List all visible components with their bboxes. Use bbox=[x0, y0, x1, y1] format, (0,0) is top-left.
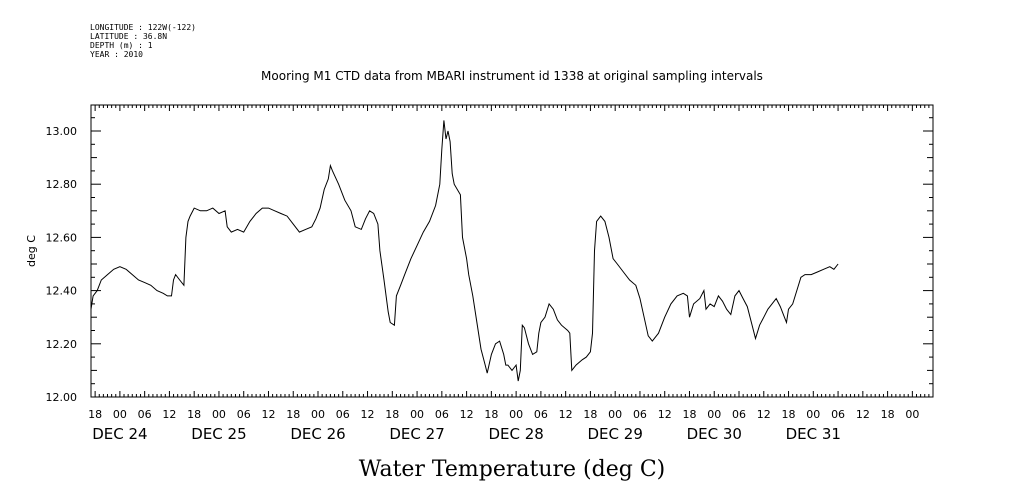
x-tick-label: 12 bbox=[162, 408, 176, 421]
y-tick-label: 12.00 bbox=[46, 391, 78, 404]
year-label: YEAR : 2010 bbox=[90, 50, 143, 59]
x-tick-label: 00 bbox=[707, 408, 721, 421]
x-tick-label: 12 bbox=[856, 408, 870, 421]
x-tick-label: 18 bbox=[286, 408, 300, 421]
x-tick-label: 06 bbox=[633, 408, 647, 421]
y-axis-label: deg C bbox=[25, 235, 38, 267]
day-label: DEC 24 bbox=[92, 425, 147, 443]
y-tick-labels: 12.00 12.20 12.40 12.60 12.80 13.00 bbox=[46, 125, 78, 404]
y-tick-label: 12.80 bbox=[46, 178, 78, 191]
x-tick-label: 06 bbox=[534, 408, 548, 421]
chart-metadata: LONGITUDE : 122W(-122) LATITUDE : 36.8N … bbox=[90, 23, 196, 59]
x-tick-label: 00 bbox=[311, 408, 325, 421]
x-tick-label: 00 bbox=[212, 408, 226, 421]
y-tick-label: 13.00 bbox=[46, 125, 78, 138]
day-label: DEC 28 bbox=[488, 425, 543, 443]
plot-frame bbox=[90, 104, 934, 398]
latitude-label: LATITUDE : 36.8N bbox=[90, 32, 167, 41]
x-tick-label: 06 bbox=[336, 408, 350, 421]
x-tick-label: 06 bbox=[435, 408, 449, 421]
x-tick-label: 00 bbox=[113, 408, 127, 421]
x-tick-label: 12 bbox=[460, 408, 474, 421]
y-tick-label: 12.60 bbox=[46, 231, 78, 244]
x-tick-label: 18 bbox=[583, 408, 597, 421]
x-tick-label: 12 bbox=[361, 408, 375, 421]
x-axis-label: Water Temperature (deg C) bbox=[359, 457, 666, 482]
day-labels: DEC 24 DEC 25 DEC 26 DEC 27 DEC 28 DEC 29 DEC … bbox=[92, 425, 841, 443]
longitude-label: LONGITUDE : 122W(-122) bbox=[90, 23, 196, 32]
day-label: DEC 27 bbox=[389, 425, 444, 443]
day-label: DEC 26 bbox=[290, 425, 345, 443]
day-label: DEC 31 bbox=[786, 425, 841, 443]
x-tick-label: 00 bbox=[608, 408, 622, 421]
x-tick-label: 18 bbox=[881, 408, 895, 421]
x-tick-label: 12 bbox=[559, 408, 573, 421]
day-label: DEC 30 bbox=[687, 425, 742, 443]
x-tick-label: 06 bbox=[237, 408, 251, 421]
y-tick-label: 12.20 bbox=[46, 338, 78, 351]
x-tick-labels: 18 00 06 12 18 00 06 12 18 00 06 12 18 00 06 12 18 00 06 12… bbox=[88, 408, 919, 421]
chart-title: Mooring M1 CTD data from MBARI instrumen… bbox=[261, 69, 763, 83]
day-label: DEC 29 bbox=[588, 425, 643, 443]
x-tick-label: 18 bbox=[682, 408, 696, 421]
x-tick-label: 12 bbox=[658, 408, 672, 421]
x-tick-label: 18 bbox=[782, 408, 796, 421]
depth-label: DEPTH (m) : 1 bbox=[90, 41, 153, 50]
x-tick-label: 06 bbox=[732, 408, 746, 421]
x-tick-label: 06 bbox=[138, 408, 152, 421]
x-tick-label: 18 bbox=[88, 408, 102, 421]
x-tick-label: 18 bbox=[484, 408, 498, 421]
x-tick-label: 00 bbox=[905, 408, 919, 421]
x-tick-label: 00 bbox=[410, 408, 424, 421]
x-tick-label: 12 bbox=[757, 408, 771, 421]
x-tick-label: 18 bbox=[187, 408, 201, 421]
x-tick-label: 00 bbox=[509, 408, 523, 421]
x-tick-label: 00 bbox=[806, 408, 820, 421]
day-label: DEC 25 bbox=[191, 425, 246, 443]
x-tick-label: 12 bbox=[261, 408, 275, 421]
axis-ticks bbox=[90, 105, 934, 398]
temperature-series-line bbox=[90, 120, 839, 382]
x-tick-label: 06 bbox=[831, 408, 845, 421]
x-tick-label: 18 bbox=[385, 408, 399, 421]
y-tick-label: 12.40 bbox=[46, 285, 78, 298]
